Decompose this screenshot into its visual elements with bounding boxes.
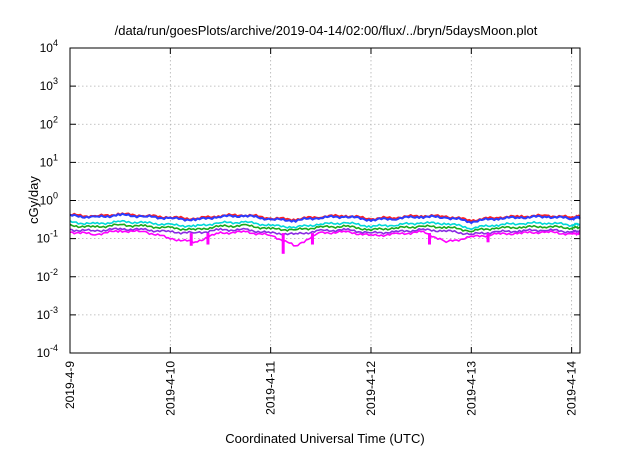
chart-title: /data/run/goesPlots/archive/2019-04-14/0… xyxy=(115,23,538,38)
y-axis: 10-4 10-3 10-2 10-1 100 101 102 103 104 xyxy=(37,38,580,360)
y-tick-label: 10-3 xyxy=(37,305,58,322)
series-line xyxy=(69,223,581,233)
x-tick-label: 2019-4-12 xyxy=(364,361,378,416)
y-tick-label: 10-2 xyxy=(37,267,58,284)
y-tick-label: 102 xyxy=(40,114,58,131)
y-tick-label: 103 xyxy=(40,76,58,93)
series-line xyxy=(69,219,581,231)
y-tick-label: 101 xyxy=(40,152,58,169)
y-tick-label: 10-1 xyxy=(37,229,58,246)
series-line xyxy=(69,227,581,236)
x-tick-label: 2019-4-14 xyxy=(565,361,579,416)
x-tick-label: 2019-4-13 xyxy=(464,361,478,416)
y-axis-title: cGy/day xyxy=(26,176,41,224)
series-line xyxy=(69,212,581,224)
x-tick-label: 2019-4-10 xyxy=(163,361,177,416)
x-tick-label: 2019-4-9 xyxy=(63,361,77,409)
x-axis-title: Coordinated Universal Time (UTC) xyxy=(225,431,424,446)
y-tick-label: 104 xyxy=(40,38,58,55)
y-tick-label: 100 xyxy=(40,191,58,208)
x-axis: 2019-4-9 2019-4-10 2019-4-11 2019-4-12 2019-… xyxy=(63,48,579,416)
grid-lines xyxy=(70,48,580,353)
series-line xyxy=(69,229,581,247)
series-lines xyxy=(69,212,581,254)
y-tick-label: 10-4 xyxy=(37,343,58,360)
x-tick-label: 2019-4-11 xyxy=(264,361,278,415)
